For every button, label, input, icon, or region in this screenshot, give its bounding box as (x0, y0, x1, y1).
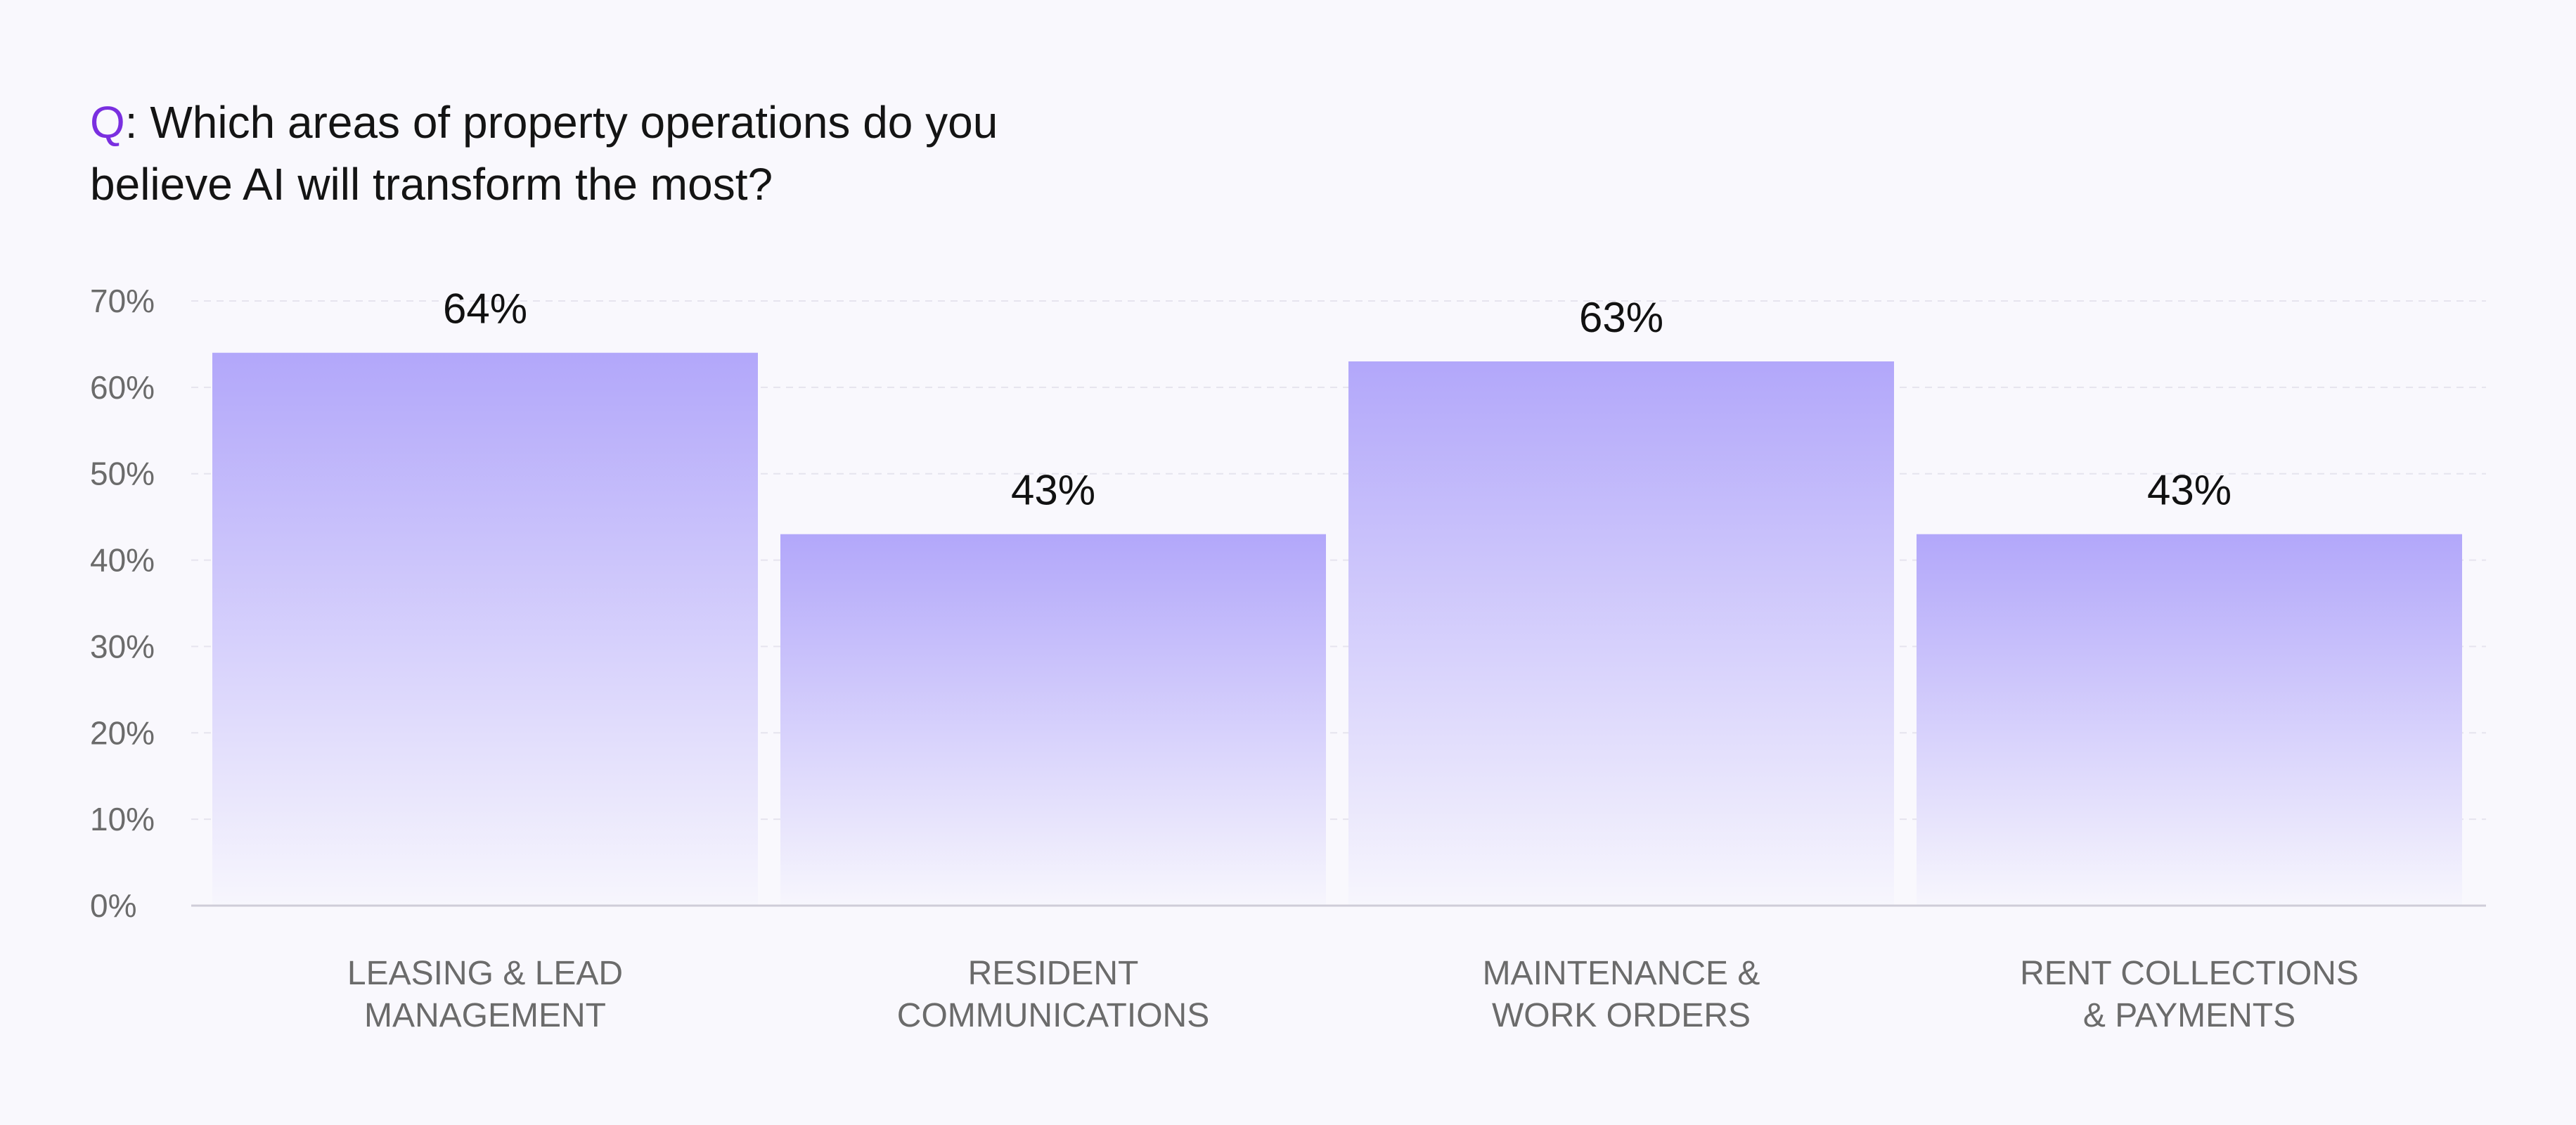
data-label: 64% (443, 285, 527, 333)
y-tick-label: 60% (90, 369, 155, 406)
data-label: 63% (1579, 294, 1663, 341)
bars (212, 352, 2462, 906)
question-prefix: Q (90, 97, 125, 148)
data-label: 43% (2147, 467, 2232, 514)
x-tick-label: RENT COLLECTIONS (2020, 955, 2359, 992)
data-label: 43% (1011, 467, 1095, 514)
bar (212, 352, 758, 906)
x-tick-label: RESIDENT (968, 955, 1139, 992)
y-tick-label: 40% (90, 542, 155, 579)
bar (1917, 534, 2462, 906)
y-tick-label: 30% (90, 628, 155, 664)
x-tick-label: & PAYMENTS (2083, 997, 2295, 1034)
y-tick-label: 10% (90, 801, 155, 837)
chart-title: Q: Which areas of property operations do… (90, 91, 1145, 215)
bar (780, 534, 1326, 906)
x-tick-label: MANAGEMENT (364, 997, 606, 1034)
y-tick-label: 0% (90, 887, 136, 924)
x-tick-label: WORK ORDERS (1492, 997, 1751, 1034)
x-tick-label: MAINTENANCE & (1483, 955, 1760, 992)
y-tick-label: 20% (90, 714, 155, 751)
question-text: : Which areas of property operations do … (90, 97, 998, 210)
labels: 0% 10% 20% 30% 40% 50% 60% 70% 64% LEASING & LEAD… (90, 283, 2359, 1034)
y-tick-label: 70% (90, 283, 155, 319)
bar (1348, 361, 1894, 906)
x-tick-label: COMMUNICATIONS (897, 997, 1209, 1034)
x-tick-label: LEASING & LEAD (347, 955, 623, 992)
y-tick-label: 50% (90, 456, 155, 492)
